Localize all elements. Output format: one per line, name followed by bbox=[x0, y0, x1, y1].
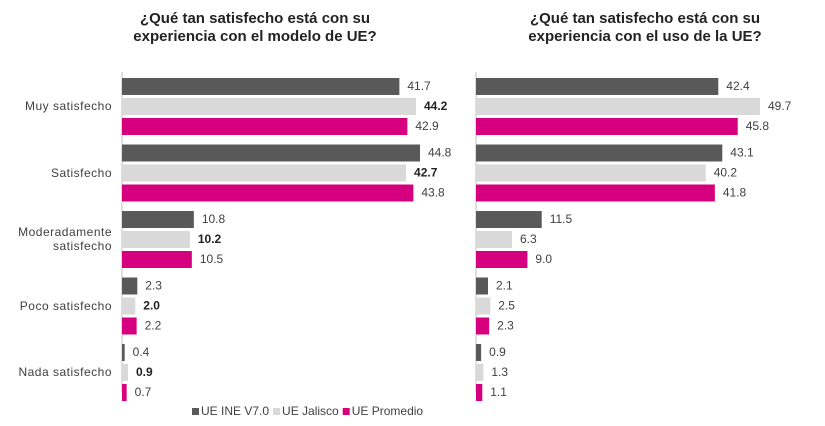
data-label: 6.3 bbox=[520, 232, 537, 246]
data-label: 2.3 bbox=[145, 279, 162, 293]
data-label: 0.4 bbox=[133, 345, 150, 359]
data-label: 10.8 bbox=[202, 212, 226, 226]
category-label: Satisfecho bbox=[50, 165, 112, 180]
data-label: 2.3 bbox=[497, 319, 514, 333]
bar bbox=[122, 118, 408, 135]
bar bbox=[122, 144, 420, 162]
legend-label: UE INE V7.0 bbox=[201, 404, 269, 418]
bar bbox=[122, 184, 414, 202]
chart-title: ¿Qué tan satisfecho está con su experien… bbox=[133, 10, 377, 45]
data-label: 1.1 bbox=[490, 385, 507, 399]
data-label: 43.8 bbox=[421, 186, 445, 200]
bar bbox=[122, 211, 194, 228]
bar bbox=[476, 251, 528, 268]
bar bbox=[476, 98, 760, 115]
data-label: 40.2 bbox=[714, 166, 738, 180]
bar bbox=[476, 211, 542, 228]
data-label: 41.8 bbox=[723, 186, 747, 200]
data-label: 2.2 bbox=[145, 319, 162, 333]
bar bbox=[122, 297, 136, 315]
bar bbox=[122, 251, 192, 268]
data-label: 2.1 bbox=[496, 279, 513, 293]
bar bbox=[122, 78, 400, 95]
bar bbox=[122, 164, 407, 182]
category-label: Poco satisfecho bbox=[19, 298, 112, 313]
category-label: Moderadamente satisfecho bbox=[18, 225, 112, 253]
bar bbox=[122, 277, 138, 295]
category-label: Nada satisfecho bbox=[18, 365, 112, 379]
data-label: 2.5 bbox=[498, 299, 515, 313]
legend-label: UE Jalisco bbox=[282, 404, 339, 418]
bar bbox=[476, 317, 490, 335]
bar bbox=[476, 184, 715, 202]
data-label: 43.1 bbox=[730, 146, 754, 160]
bar bbox=[476, 164, 706, 182]
bar bbox=[122, 98, 417, 115]
bar bbox=[122, 231, 190, 248]
data-label: 44.2 bbox=[424, 99, 448, 113]
data-label: 42.7 bbox=[414, 166, 438, 180]
bar bbox=[476, 231, 512, 248]
data-label: 10.2 bbox=[198, 232, 222, 246]
data-label: 0.9 bbox=[136, 365, 153, 379]
data-label: 44.8 bbox=[428, 146, 452, 160]
legend-swatch bbox=[192, 408, 199, 415]
bar bbox=[122, 384, 127, 401]
data-label: 9.0 bbox=[535, 252, 552, 266]
data-label: 2.0 bbox=[143, 299, 160, 313]
chart-title: ¿Qué tan satisfecho está con su experien… bbox=[528, 10, 762, 45]
legend-swatch bbox=[342, 408, 350, 415]
data-label: 0.7 bbox=[135, 385, 152, 399]
category-label: Muy satisfecho bbox=[24, 99, 112, 113]
bar bbox=[122, 317, 137, 335]
data-label: 1.3 bbox=[491, 365, 508, 379]
bar bbox=[476, 78, 719, 95]
bar bbox=[476, 297, 491, 315]
bar bbox=[122, 364, 128, 381]
legend-swatch bbox=[273, 408, 281, 415]
data-label: 0.9 bbox=[489, 345, 506, 359]
legend-label: UE Promedio bbox=[352, 404, 424, 418]
bar bbox=[476, 384, 483, 401]
bar bbox=[476, 118, 738, 135]
bar bbox=[476, 364, 484, 381]
bar bbox=[476, 144, 723, 162]
bar bbox=[122, 344, 125, 361]
data-label: 11.5 bbox=[550, 212, 573, 226]
bar bbox=[476, 344, 482, 361]
data-label: 42.9 bbox=[415, 119, 439, 133]
data-label: 49.7 bbox=[768, 99, 792, 113]
data-label: 41.7 bbox=[407, 79, 431, 93]
data-label: 10.5 bbox=[200, 252, 224, 266]
data-label: 45.8 bbox=[746, 119, 770, 133]
data-label: 42.4 bbox=[726, 79, 750, 93]
bar bbox=[476, 277, 488, 295]
